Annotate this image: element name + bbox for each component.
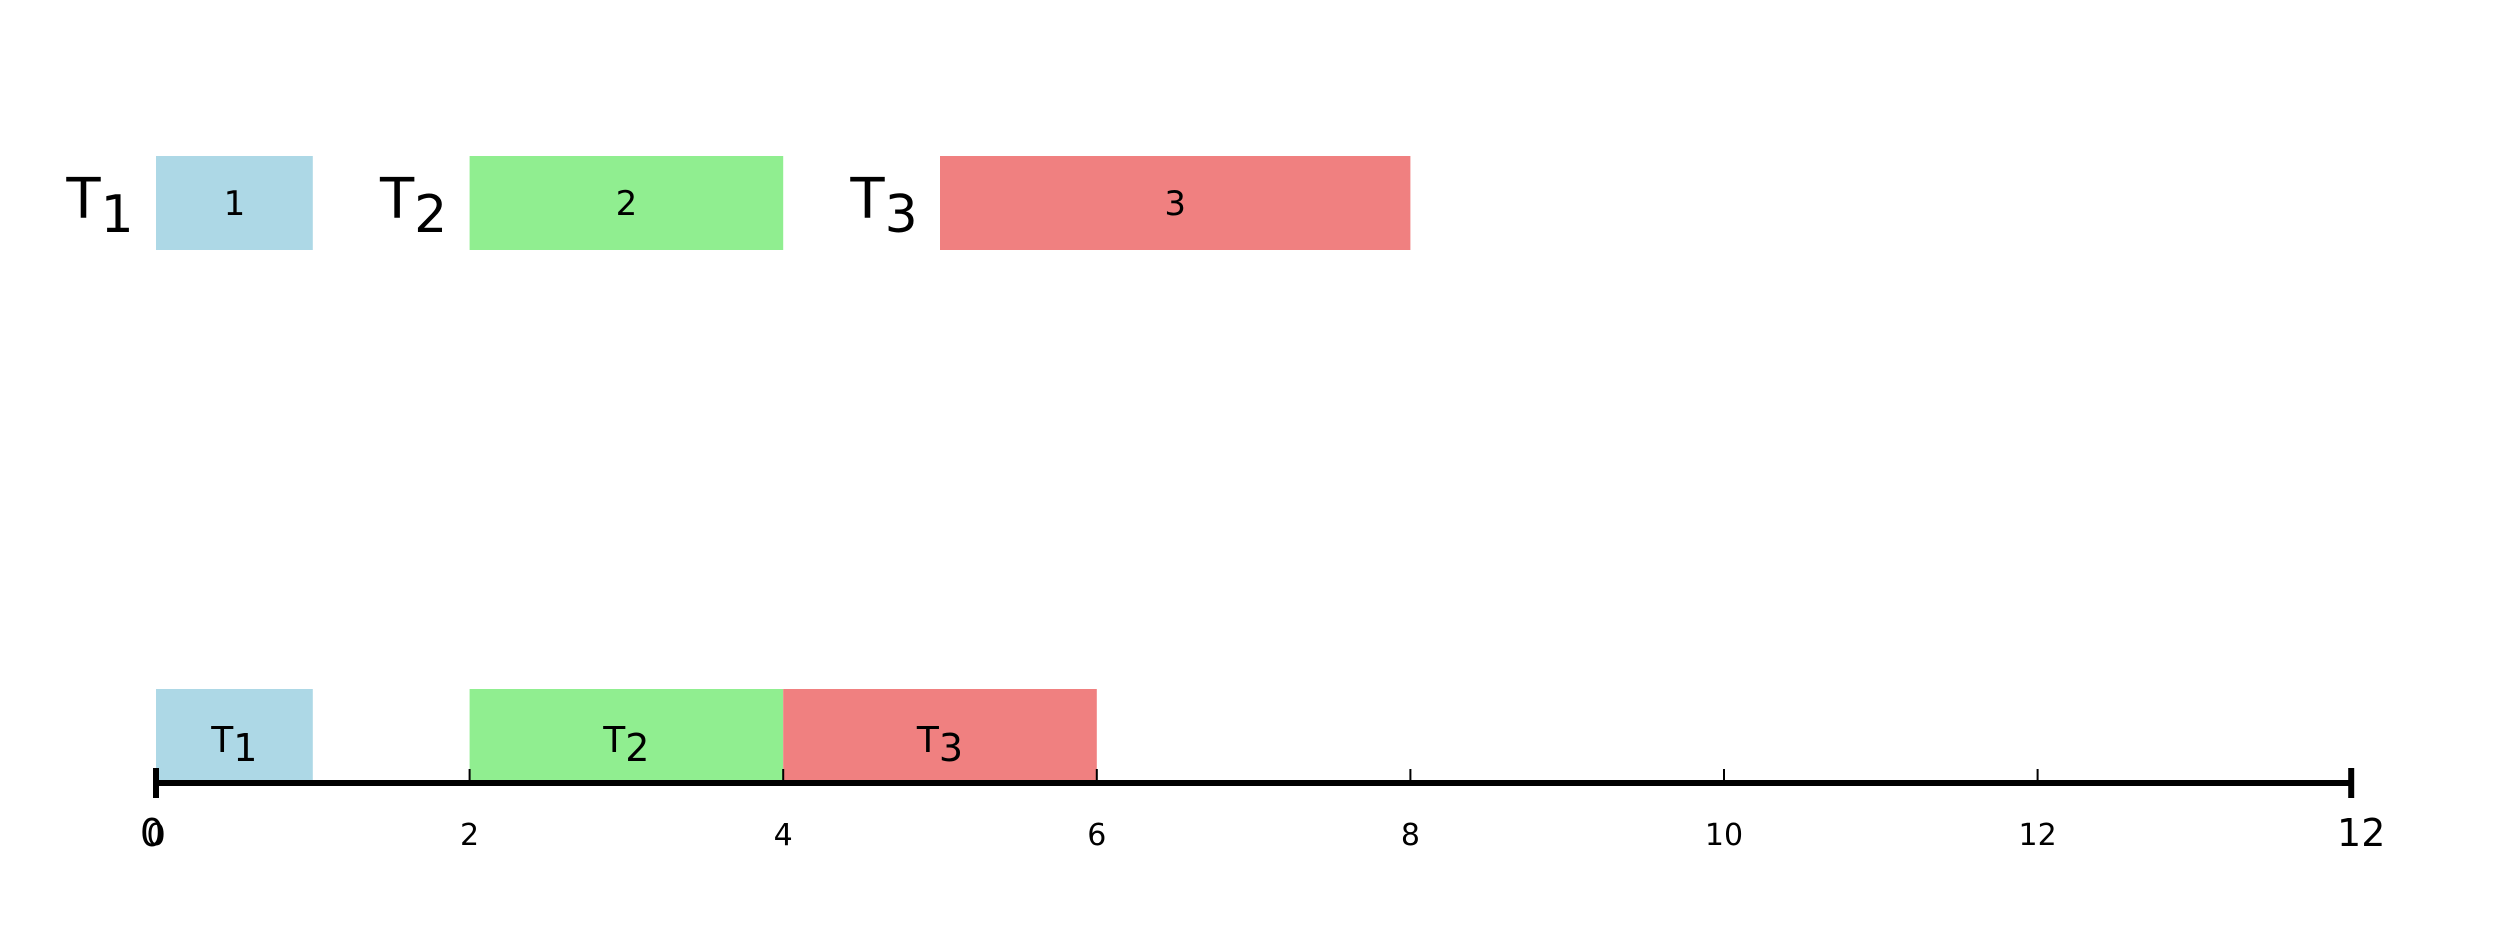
task-name-2: T2 [379, 167, 447, 245]
axis-end-label-end: 12 [2337, 811, 2385, 855]
schedule-label-3: T3 [916, 720, 963, 770]
task-name-1: T1 [65, 167, 133, 245]
schedule-block-3 [783, 689, 1097, 783]
task-block-label-3: 3 [1164, 184, 1186, 224]
task-block-label-2: 2 [616, 184, 638, 224]
schedule-label-1: T1 [210, 720, 257, 770]
task-block-1 [156, 156, 313, 250]
tick-label-10: 10 [1705, 818, 1743, 853]
tick-label-8: 8 [1401, 818, 1420, 853]
task-block-label-1: 1 [224, 184, 246, 224]
task-name-3: T3 [849, 167, 917, 245]
schedule-label-2: T2 [602, 720, 649, 770]
tick-label-6: 6 [1087, 818, 1106, 853]
task-block-2 [469, 156, 784, 250]
schedule-block-2 [469, 689, 784, 783]
tick-label-12: 12 [2019, 818, 2057, 853]
schedule-row: T1 T2 T3 [156, 689, 1097, 783]
axis-end-label-start: 0 [140, 811, 164, 855]
tick-label-0: 0 [146, 818, 165, 853]
tick-label-2: 2 [460, 818, 479, 853]
task-definitions: 1 T1 2 T2 3 T3 [65, 156, 1411, 250]
schedule-block-1 [156, 689, 313, 783]
tick-label-4: 4 [774, 818, 793, 853]
task-block-3 [940, 156, 1411, 250]
time-axis: 0 2 4 6 8 10 120 12 [140, 768, 2385, 855]
